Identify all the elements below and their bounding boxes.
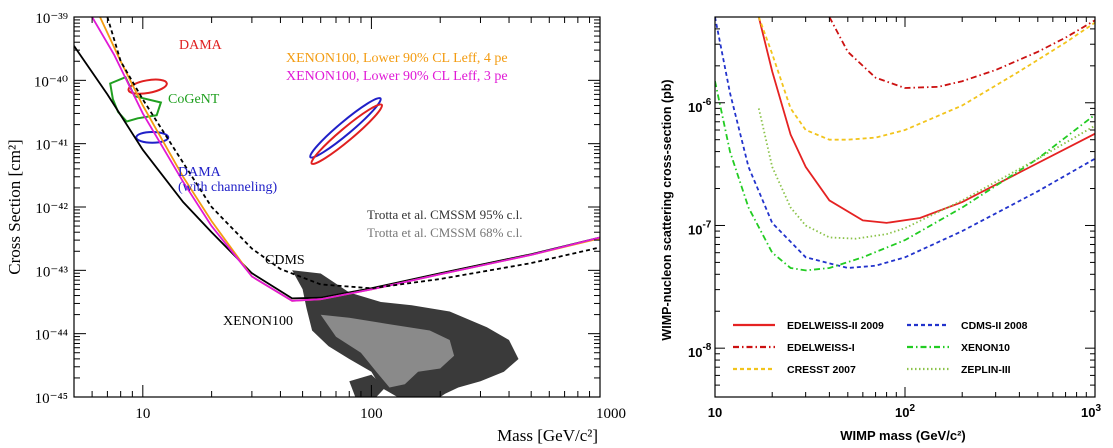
series-line-xenon100 [74, 45, 600, 300]
annotation-dama-blue: DAMA [178, 165, 222, 180]
annotation-trotta-68: Trotta et al. CMSSM 68% c.l. [367, 225, 523, 240]
series-line-edelweiss-i [828, 17, 1095, 89]
left-x-tick-label: 100 [360, 406, 383, 422]
legend-label: XENON10 [961, 342, 1010, 354]
series-line-cresst-2007 [757, 17, 1095, 141]
legend-label: EDELWEISS-II 2009 [787, 320, 884, 332]
right-y-axis-label: WIMP-nucleon scattering cross-section (p… [660, 79, 674, 340]
annotation-dama-red: DAMA [179, 38, 223, 53]
left-x-tick-label: 10 [135, 406, 150, 422]
left-y-tick-label: 10⁻⁴¹ [35, 138, 68, 154]
left-y-tick-label: 10⁻⁴⁵ [35, 391, 68, 407]
annotation-trotta-95: Trotta et al. CMSSM 95% c.l. [367, 207, 523, 222]
left-x-axis-label: Mass [GeV/c²] [497, 426, 598, 445]
left-y-tick-label: 10⁻⁴² [35, 201, 68, 217]
legend-label: EDELWEISS-I [787, 342, 855, 354]
left-chart: 10 100 1000 10⁻³⁹ 10⁻⁴⁰ 10⁻⁴¹ 10⁻⁴² 10⁻⁴³ 10⁻⁴⁴ 1… [5, 11, 626, 445]
annotation-cogent: CoGeNT [168, 92, 220, 107]
right-y-tick-label: 10-6 [688, 97, 712, 115]
left-y-tick-label: 10⁻⁴⁴ [35, 328, 68, 344]
left-y-tick-label: 10⁻⁴⁰ [34, 74, 68, 90]
legend-label: CDMS-II 2008 [961, 320, 1028, 332]
right-x-tick-label: 102 [895, 403, 915, 420]
right-x-tick-label: 103 [1081, 403, 1101, 420]
cmssm-95-island-1 [411, 390, 441, 397]
series-line-edelweiss-ii-2009 [757, 17, 1095, 224]
right-y-tick-label: 10-8 [688, 342, 712, 360]
series-line-xenon10 [715, 81, 1095, 272]
cmssm-95-island-0 [349, 374, 386, 397]
cmssm-68-region [320, 314, 455, 388]
series-line-cdms-ii-2008 [715, 17, 1095, 269]
annotation-xenon100: XENON100 [223, 314, 293, 329]
annotation-cdms: CDMS [265, 253, 305, 268]
right-series-lines [715, 17, 1095, 272]
right-x-tick-label: 10 [708, 405, 722, 420]
region-dama-lower-ellipse [310, 103, 383, 165]
right-plot-frame [714, 16, 1096, 398]
region-dama-upper-ellipse [309, 97, 382, 159]
left-y-tick-label: 10⁻⁴³ [35, 264, 68, 280]
right-x-axis-label: WIMP mass (GeV/c²) [840, 428, 965, 443]
cmssm-regions [292, 270, 519, 397]
annotation-xenon100-4pe: XENON100, Lower 90% CL Leff, 4 pe [286, 51, 508, 66]
annotation-xenon100-3pe: XENON100, Lower 90% CL Leff, 3 pe [286, 69, 508, 84]
left-x-tick-label: 1000 [596, 406, 626, 422]
series-line-zeplin-iii [757, 108, 1095, 240]
annotation-with-channeling: (with channeling) [178, 180, 277, 195]
right-axis-ticks: 10 102 103 10-6 10-7 10-8 [688, 16, 1101, 420]
left-y-axis-label: Cross Section [cm²] [5, 139, 24, 274]
series-line-xenon100-lower-90-cl-leff-3-pe [91, 17, 600, 302]
legend-label: CRESST 2007 [787, 364, 856, 376]
region-dama [127, 78, 168, 95]
left-series-lines [74, 17, 600, 302]
left-axis-ticks: 10 100 1000 10⁻³⁹ 10⁻⁴⁰ 10⁻⁴¹ 10⁻⁴² 10⁻⁴³ 10⁻⁴⁴ 1… [34, 11, 626, 422]
right-y-tick-label: 10-7 [688, 219, 712, 237]
legend-label: ZEPLIN-III [961, 364, 1011, 376]
right-legend: EDELWEISS-II 2009 CDMS-II 2008 EDELWEISS-I… [733, 320, 1028, 376]
region-dama-with-channeling [135, 130, 170, 144]
left-y-tick-label: 10⁻³⁹ [35, 11, 68, 27]
